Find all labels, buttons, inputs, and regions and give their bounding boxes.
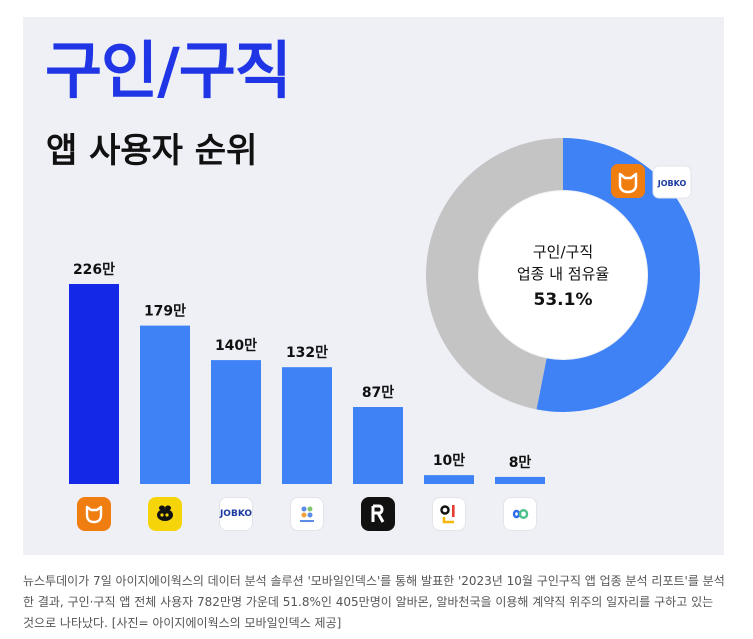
bar-1 [69,284,119,484]
page-subtitle: 앱 사용자 순위 [46,131,258,171]
donut-badge-jobko: JOBKO [652,165,692,199]
saramin-icon [290,497,324,531]
il-icon [432,497,466,531]
bar-value-label-3: 140만 [215,338,257,354]
bar-value-label-1: 226만 [73,262,115,278]
donut-slice-1 [536,138,700,412]
bar-6 [424,475,474,484]
link-icon [503,497,537,531]
donut-center-value: 53.1% [534,290,593,310]
jobko-badge-text: JOBKO [657,179,687,188]
r-letter-icon [361,497,395,531]
donut-badge-horse-bg [611,164,645,198]
bee-icon [148,497,182,531]
image-caption: 뉴스투데이가 7일 아이지에이웍스의 데이터 분석 솔루션 '모바일인덱스'를 … [23,574,725,630]
donut-badge-horse [611,164,645,198]
bar-7 [495,476,545,484]
bar-2 [140,325,190,484]
bar-value-label-2: 179만 [144,304,186,320]
bar-3 [211,360,261,484]
jobko-icon: JOBKO [219,497,253,531]
donut-center-label-1: 구인/구직 [533,243,593,261]
bar-value-label-7: 8만 [509,455,532,471]
donut-badge-jobko-bg [652,165,692,199]
bar-4 [282,367,332,484]
page-title: 구인/구직 [45,34,292,107]
bar-value-label-4: 132만 [286,345,328,361]
horse-head-icon [77,497,111,531]
donut-center-label-2: 업종 내 점유율 [517,265,609,283]
donut-slice-2 [425,138,563,410]
bar-5 [353,407,403,484]
donut-center [479,191,647,359]
horse-head-icon [618,172,638,194]
bar-value-label-6: 10만 [433,453,465,469]
bar-value-label-5: 87만 [362,385,394,401]
